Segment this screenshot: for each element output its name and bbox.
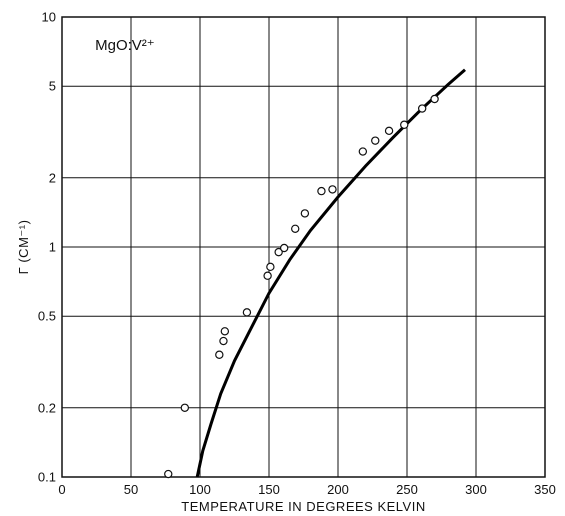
data-point: [400, 120, 409, 129]
chart-annotation: MgO:V²⁺: [95, 37, 155, 54]
x-axis-label: TEMPERATURE IN DEGREES KELVIN: [181, 499, 425, 514]
data-point: [384, 126, 394, 136]
x-tick-label: 50: [124, 482, 138, 497]
data-point: [164, 469, 173, 479]
data-point: [180, 403, 190, 412]
y-tick-label: 0.2: [38, 400, 56, 415]
data-point: [219, 336, 228, 346]
y-tick-labels: 0.1 0.2 0.5 1 2 5 10: [38, 10, 56, 485]
data-point: [263, 271, 272, 280]
data-point: [300, 209, 310, 218]
y-tick-label: 0.1: [38, 470, 56, 485]
data-point: [371, 136, 380, 145]
data-point: [220, 327, 230, 336]
y-tick-label: 5: [49, 79, 56, 94]
x-tick-label: 350: [534, 482, 556, 497]
plot-frame: [61, 16, 546, 478]
y-tick-label: 1: [49, 240, 56, 255]
data-point: [417, 104, 427, 113]
x-tick-label: 100: [189, 482, 211, 497]
y-axis-label: Γ (CM⁻¹): [16, 220, 31, 275]
data-point: [317, 186, 326, 196]
grid-lines: [62, 17, 545, 477]
data-point: [430, 94, 439, 104]
x-tick-labels: 0 50 100 150 200 250 300 350: [58, 482, 555, 497]
x-tick-label: 200: [327, 482, 349, 497]
fit-curve: [195, 68, 466, 478]
data-point: [215, 350, 224, 359]
data-point: [242, 308, 252, 317]
x-tick-label: 300: [465, 482, 487, 497]
data-point: [291, 224, 300, 233]
data-point: [266, 262, 275, 272]
data-point: [358, 147, 368, 156]
data-points: [164, 94, 439, 479]
y-tick-label: 10: [42, 10, 56, 25]
x-tick-label: 250: [396, 482, 418, 497]
x-tick-label: 0: [58, 482, 65, 497]
y-tick-label: 0.5: [38, 309, 56, 324]
data-point: [279, 243, 289, 253]
x-tick-label: 150: [258, 482, 280, 497]
y-tick-label: 2: [49, 170, 56, 185]
data-point: [328, 185, 337, 194]
data-point: [274, 247, 283, 257]
